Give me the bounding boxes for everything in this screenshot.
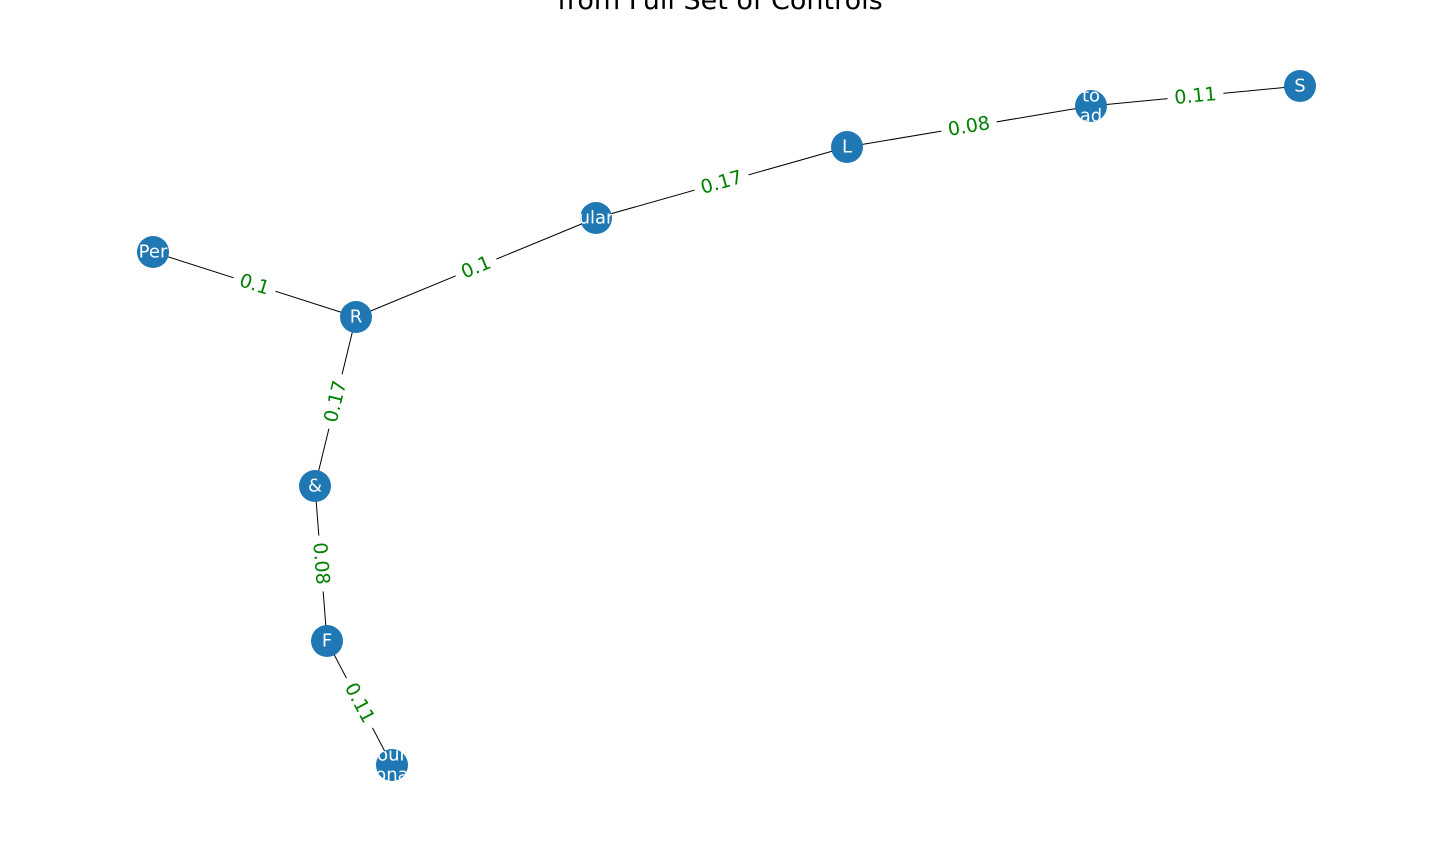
edge-label-group: 0.11 — [1166, 81, 1225, 111]
node-circle — [1284, 70, 1316, 102]
node-label: ad — [1080, 106, 1102, 127]
node-label: our — [377, 745, 407, 766]
node-circle — [831, 131, 863, 163]
node-circle — [376, 749, 408, 781]
edge-weight-label: 0.11 — [1173, 83, 1217, 109]
graph-title: from Full Set of Controls — [557, 0, 883, 16]
node-circle — [311, 625, 343, 657]
node-circle — [340, 301, 372, 333]
node-label: F — [322, 631, 332, 652]
node-R: R — [340, 301, 372, 333]
edge-weight-label: 0.08 — [946, 112, 991, 141]
node-circle — [1075, 90, 1107, 122]
node-label: to — [1082, 86, 1100, 107]
edge-weight-label: 0.08 — [308, 542, 333, 586]
node-amp: & — [299, 470, 331, 502]
edge-label-background — [939, 110, 999, 143]
edge-label-group: 0.08 — [939, 110, 999, 143]
edge-label-background — [229, 266, 280, 303]
node-S: S — [1284, 70, 1316, 102]
node-label: Per — [139, 242, 168, 263]
node-Per: Per — [137, 236, 169, 268]
node-ular: ular — [579, 202, 614, 234]
edge-label-group: 0.1 — [229, 266, 280, 303]
edge-label-group: 0.17 — [317, 371, 354, 432]
edge-label-background — [306, 534, 336, 593]
edge-label-group: 0.1 — [451, 248, 501, 287]
node-label: R — [350, 307, 363, 328]
edge-label-group: 0.17 — [691, 163, 752, 202]
node-L: L — [831, 131, 863, 163]
node-label: & — [308, 476, 322, 497]
edge-weight-label: 0.17 — [320, 378, 351, 424]
edge-labels-layer: 0.11 0.08 0.17 0.1 0.1 0.17 0.08 0.11 — [229, 81, 1225, 734]
edge-label-background — [335, 672, 384, 734]
edge-weight-label: 0.1 — [237, 269, 272, 299]
node-label: ona — [375, 765, 408, 786]
edge-label-group: 0.11 — [335, 672, 384, 734]
node-label: ular — [579, 208, 614, 229]
node-label: L — [842, 137, 852, 158]
node-circle — [299, 470, 331, 502]
edge-label-background — [317, 371, 354, 432]
node-F: F — [311, 625, 343, 657]
edge-label-background — [1166, 81, 1225, 111]
edge-label-group: 0.08 — [306, 534, 336, 593]
edge-weight-label: 0.11 — [340, 679, 379, 727]
node-circle — [580, 202, 612, 234]
edge-label-background — [451, 248, 501, 287]
node-circle — [137, 236, 169, 268]
node-label: S — [1294, 76, 1305, 97]
edge-label-background — [691, 163, 752, 202]
